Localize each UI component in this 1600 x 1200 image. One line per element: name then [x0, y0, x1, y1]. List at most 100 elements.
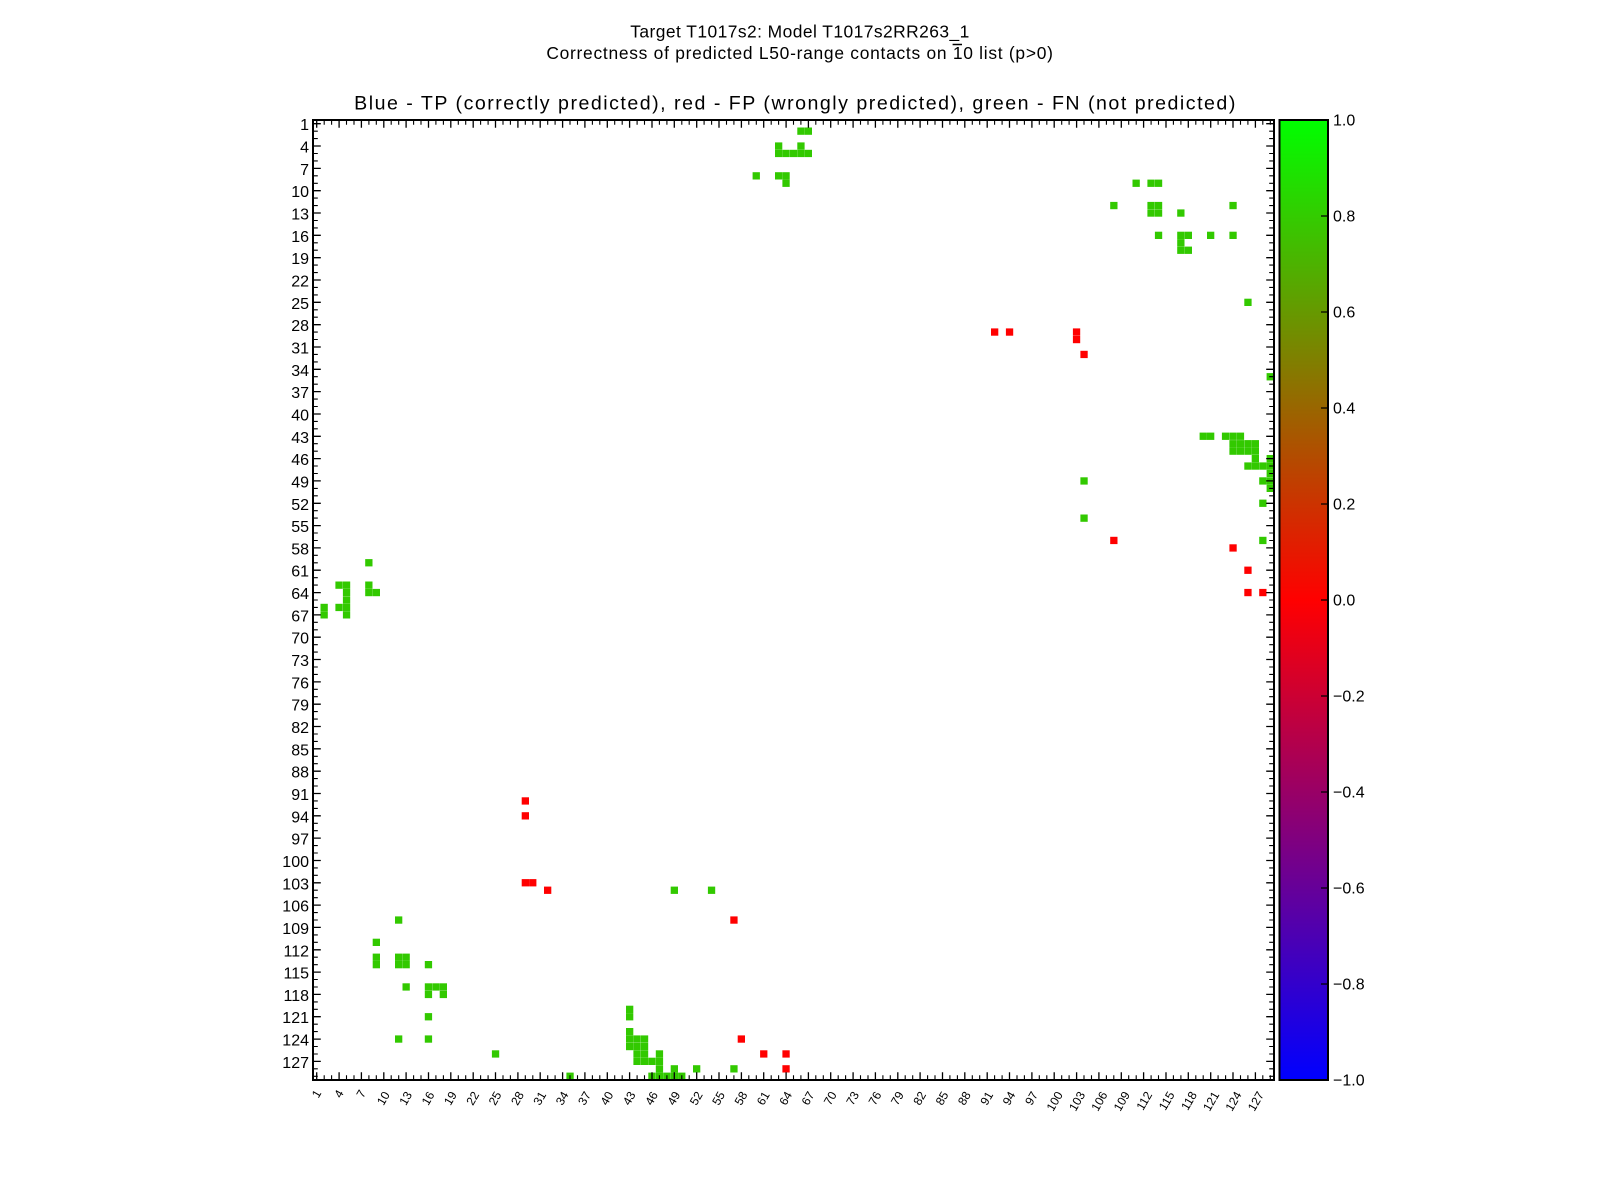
svg-text:40: 40	[291, 408, 309, 425]
svg-text:22: 22	[291, 274, 309, 291]
svg-text:85: 85	[291, 742, 309, 759]
svg-text:52: 52	[687, 1089, 706, 1108]
svg-text:94: 94	[1000, 1089, 1019, 1108]
svg-text:79: 79	[888, 1089, 907, 1108]
svg-text:91: 91	[291, 787, 309, 804]
svg-text:115: 115	[1156, 1089, 1178, 1113]
svg-text:67: 67	[799, 1089, 818, 1108]
svg-text:34: 34	[553, 1089, 572, 1108]
svg-text:64: 64	[776, 1089, 795, 1108]
svg-text:121: 121	[282, 1010, 309, 1027]
svg-text:103: 103	[282, 876, 309, 893]
svg-text:118: 118	[1178, 1089, 1200, 1113]
svg-text:43: 43	[620, 1089, 639, 1108]
svg-text:97: 97	[291, 832, 309, 849]
svg-text:61: 61	[754, 1089, 773, 1108]
svg-text:106: 106	[282, 899, 309, 916]
svg-text:0.2: 0.2	[1333, 497, 1355, 514]
svg-text:115: 115	[283, 966, 309, 983]
svg-text:37: 37	[291, 385, 309, 402]
svg-text:82: 82	[910, 1089, 929, 1108]
svg-text:19: 19	[441, 1089, 460, 1108]
svg-text:58: 58	[291, 541, 309, 558]
svg-text:40: 40	[597, 1089, 616, 1108]
svg-text:43: 43	[291, 430, 309, 447]
svg-text:55: 55	[709, 1089, 728, 1108]
svg-text:58: 58	[732, 1089, 751, 1108]
svg-text:4: 4	[300, 140, 309, 157]
svg-text:70: 70	[821, 1089, 840, 1108]
svg-text:25: 25	[291, 296, 309, 313]
svg-text:37: 37	[575, 1089, 594, 1108]
svg-text:Blue - TP (correctly predicted: Blue - TP (correctly predicted), red - F…	[354, 93, 1237, 115]
svg-text:−1.0: −1.0	[1333, 1073, 1365, 1090]
svg-text:73: 73	[843, 1089, 862, 1108]
svg-text:Correctness of predicted L50-r: Correctness of predicted L50-range conta…	[546, 43, 1053, 63]
svg-text:1: 1	[309, 1087, 325, 1100]
svg-text:16: 16	[419, 1089, 438, 1108]
svg-text:100: 100	[282, 854, 309, 871]
svg-text:52: 52	[291, 497, 309, 514]
svg-text:28: 28	[508, 1089, 527, 1108]
svg-text:112: 112	[283, 943, 309, 960]
svg-text:127: 127	[1245, 1089, 1267, 1114]
svg-text:82: 82	[291, 720, 309, 737]
svg-text:79: 79	[291, 698, 309, 715]
svg-text:7: 7	[354, 1087, 370, 1100]
svg-text:19: 19	[291, 251, 309, 268]
svg-text:121: 121	[1200, 1089, 1222, 1114]
svg-text:76: 76	[866, 1089, 885, 1108]
svg-text:0.0: 0.0	[1333, 593, 1355, 610]
svg-text:94: 94	[291, 809, 309, 826]
svg-text:46: 46	[291, 452, 309, 469]
svg-text:106: 106	[1088, 1089, 1110, 1114]
svg-text:16: 16	[291, 229, 309, 246]
svg-text:4: 4	[331, 1087, 347, 1100]
svg-text:34: 34	[291, 363, 309, 380]
svg-text:13: 13	[291, 207, 309, 224]
svg-text:25: 25	[486, 1089, 505, 1108]
svg-text:10: 10	[374, 1089, 393, 1108]
svg-text:7: 7	[300, 162, 309, 179]
svg-text:118: 118	[283, 988, 309, 1005]
svg-text:−0.8: −0.8	[1333, 977, 1365, 994]
svg-text:49: 49	[664, 1089, 683, 1108]
svg-text:67: 67	[291, 608, 309, 625]
svg-text:10: 10	[291, 184, 309, 201]
svg-text:124: 124	[1222, 1089, 1244, 1114]
svg-text:−0.2: −0.2	[1333, 689, 1365, 706]
svg-text:31: 31	[530, 1089, 549, 1108]
svg-text:0.6: 0.6	[1333, 305, 1355, 322]
svg-text:−0.4: −0.4	[1333, 785, 1365, 802]
svg-text:1.0: 1.0	[1333, 113, 1355, 130]
svg-text:Target T1017s2: Model T1017s2R: Target T1017s2: Model T1017s2RR263_1	[630, 22, 969, 42]
svg-text:91: 91	[977, 1089, 996, 1108]
svg-text:0.8: 0.8	[1333, 209, 1355, 226]
svg-text:97: 97	[1022, 1089, 1041, 1108]
svg-text:100: 100	[1044, 1089, 1066, 1114]
svg-text:85: 85	[933, 1089, 952, 1108]
svg-text:73: 73	[291, 653, 309, 670]
svg-text:−0.6: −0.6	[1333, 881, 1365, 898]
svg-text:55: 55	[291, 519, 309, 536]
svg-text:31: 31	[291, 341, 309, 358]
svg-text:22: 22	[463, 1089, 482, 1108]
svg-text:70: 70	[291, 631, 309, 648]
svg-text:0.4: 0.4	[1333, 401, 1355, 418]
svg-text:88: 88	[955, 1089, 974, 1108]
svg-text:28: 28	[291, 318, 309, 335]
svg-text:124: 124	[282, 1033, 309, 1050]
svg-text:88: 88	[291, 765, 309, 782]
svg-text:46: 46	[642, 1089, 661, 1108]
svg-text:112: 112	[1134, 1089, 1156, 1113]
svg-text:49: 49	[291, 474, 309, 491]
svg-text:103: 103	[1066, 1089, 1088, 1114]
svg-text:127: 127	[282, 1055, 309, 1072]
svg-text:61: 61	[291, 564, 309, 581]
svg-text:1: 1	[300, 117, 309, 134]
svg-text:13: 13	[396, 1089, 415, 1108]
svg-text:109: 109	[1111, 1089, 1133, 1114]
svg-text:76: 76	[291, 675, 309, 692]
svg-text:109: 109	[282, 921, 309, 938]
svg-text:64: 64	[291, 586, 309, 603]
